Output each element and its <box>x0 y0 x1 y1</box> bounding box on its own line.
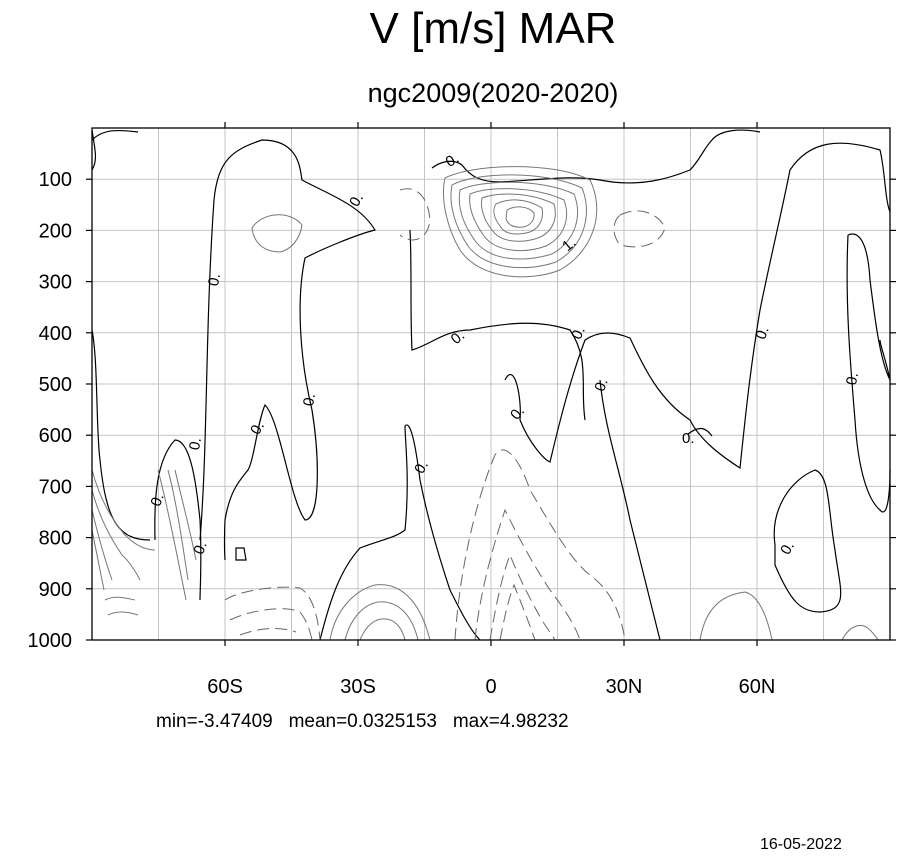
zero-contour <box>504 142 891 470</box>
contour-label: 0. <box>147 491 167 509</box>
negative-contour <box>489 553 556 641</box>
positive-contour <box>91 529 105 591</box>
positive-contour <box>104 596 136 601</box>
x-tick-label: 60S <box>207 676 243 698</box>
positive-contour <box>841 625 879 641</box>
contour-label: 0. <box>443 150 462 171</box>
zero-contour <box>599 379 661 641</box>
contour-label: 1. <box>559 234 580 255</box>
negative-contour <box>499 583 536 641</box>
positive-contour <box>91 469 156 551</box>
y-tick-label: 100 <box>39 169 72 191</box>
zero-contour <box>431 129 761 184</box>
date-stamp: 16-05-2022 <box>760 836 842 853</box>
positive-contour <box>107 611 139 616</box>
chart-title: V [m/s] MAR <box>369 4 617 53</box>
contour-label: 0. <box>752 324 772 342</box>
positive-contour <box>91 489 141 581</box>
axis-ticks <box>86 122 896 646</box>
positive-contour <box>442 166 598 278</box>
x-axis-tick-labels: 60S 30S 0 30N 60N <box>207 676 775 698</box>
positive-contour <box>481 193 556 242</box>
y-tick-label: 600 <box>39 425 72 447</box>
positive-contour <box>505 206 535 228</box>
zero-contour <box>154 439 202 601</box>
stats-line: min=-3.47409 mean=0.0325153 max=4.98232 <box>156 711 569 733</box>
contour-label: 0. <box>190 539 210 557</box>
zero-contour <box>847 233 891 381</box>
stat-min: min=-3.47409 <box>156 711 273 732</box>
positive-contour <box>174 469 197 561</box>
positive-contour <box>251 214 303 253</box>
zero-contour <box>404 424 481 641</box>
contour-label: 0. <box>507 403 528 424</box>
negative-contour <box>229 608 313 641</box>
contour-label: 0. <box>300 392 319 407</box>
positive-contour <box>699 591 773 641</box>
zero-contour <box>409 229 586 421</box>
positive-contour <box>344 601 419 641</box>
zero-contour <box>91 129 97 171</box>
positive-contour <box>167 469 189 581</box>
contour-label: 0. <box>205 272 224 287</box>
x-tick-label: 30N <box>606 676 643 698</box>
zero-contour <box>235 547 247 561</box>
grid-lines <box>92 128 890 640</box>
positive-contour <box>329 584 431 641</box>
contour-label: 0. <box>186 436 205 451</box>
zero-contour <box>687 427 713 437</box>
zero-contour <box>91 329 151 541</box>
zero-contour <box>91 129 139 141</box>
positive-contour <box>493 199 543 235</box>
negative-contour <box>474 508 581 641</box>
stat-max: max=4.98232 <box>452 711 569 732</box>
contour-label: 0. <box>346 190 367 209</box>
positive-contour <box>91 509 113 581</box>
positive-contour <box>450 174 587 269</box>
y-tick-label: 400 <box>39 323 72 345</box>
negative-contour <box>454 449 626 641</box>
x-tick-label: 60N <box>739 676 776 698</box>
zero-contour <box>846 234 891 513</box>
contour-label: 0. <box>411 457 432 476</box>
negative-contour <box>224 586 321 641</box>
negative-contour <box>399 188 431 241</box>
y-tick-label: 900 <box>39 579 72 601</box>
negative-contour <box>239 627 297 636</box>
zero-contours <box>91 129 891 641</box>
contour-label: 0. <box>591 376 611 394</box>
x-tick-label: 0 <box>485 676 496 698</box>
positive-contour <box>157 469 187 601</box>
zero-contour <box>319 425 408 641</box>
negative-contours <box>224 188 666 641</box>
y-tick-label: 700 <box>39 476 72 498</box>
y-axis-tick-labels: 100 200 300 400 500 600 700 800 900 1000 <box>28 169 73 652</box>
positive-contour <box>458 181 578 260</box>
chart-subtitle: ngc2009(2020-2020) <box>367 78 619 108</box>
zero-contour <box>199 139 376 561</box>
x-tick-label: 30S <box>340 676 376 698</box>
y-tick-label: 200 <box>39 220 72 242</box>
contour-label: 0. <box>777 538 798 557</box>
contour-labels: 0. 0. 0. 1. 0. 0. 0. 0. 0. 0. 0. 0. 0. 0… <box>147 150 862 558</box>
y-tick-label: 1000 <box>28 630 73 652</box>
positive-contours <box>91 166 879 641</box>
zero-contour <box>773 469 842 613</box>
y-tick-label: 300 <box>39 272 72 294</box>
positive-contour <box>469 188 568 252</box>
y-tick-label: 500 <box>39 374 72 396</box>
negative-contour <box>613 210 666 248</box>
y-tick-label: 800 <box>39 528 72 550</box>
stat-mean: mean=0.0325153 <box>288 711 437 732</box>
contour-label: 0. <box>843 371 862 386</box>
contour-label: 0. <box>682 430 695 447</box>
positive-contour <box>359 618 406 641</box>
